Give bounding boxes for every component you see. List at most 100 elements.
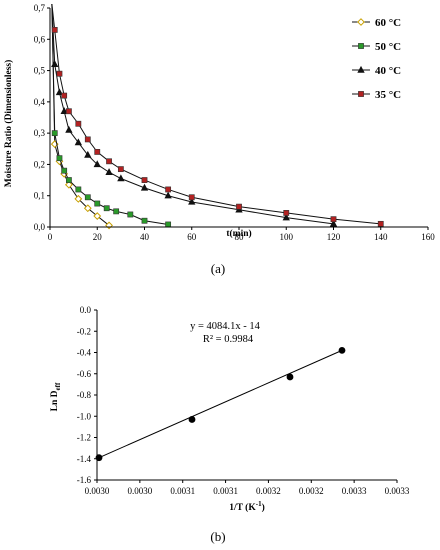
chart-a-caption: (a) [211, 261, 225, 276]
chart-a-y-tick-label: 0,7 [34, 3, 46, 13]
chart-a-y-tick-label: 0,0 [34, 222, 46, 232]
chart-a-point-35c [56, 70, 63, 77]
legend-marker-50c [358, 43, 364, 49]
chart-b-x-tick-label: 0.0033 [385, 486, 410, 496]
legend-label-40c: 40 °C [375, 65, 401, 77]
chart-a-x-tick-label: 100 [280, 232, 294, 242]
chart-a-x-tick-label: 80 [235, 232, 245, 242]
chart-a-point-35c [236, 203, 242, 210]
chart-a-y-label: Moisture Ratio (Dimensionless) [3, 60, 14, 188]
chart-b-x-tick-label: 0.0030 [85, 486, 110, 496]
chart-a-point-50c [75, 186, 82, 193]
chart-a-series-line-50c [51, 3, 169, 225]
chart-a-point-50c [94, 200, 101, 207]
chart-a-point-60c [83, 204, 92, 213]
chart-a-point-50c [66, 177, 72, 183]
chart-b-y-label-sub: eff [54, 382, 62, 390]
chart-b-y-tick-label: -0.2 [77, 326, 91, 336]
chart-b-arrhenius: 0.0030 0.0030 0.0031 0.0031 0.0032 0.0032 0.00… [50, 305, 410, 544]
chart-a-point-35c [94, 149, 101, 155]
chart-b-y-label-main: Ln D [50, 390, 60, 411]
legend-marker-60c [357, 18, 365, 26]
chart-a-x-tick-label: 140 [374, 232, 388, 242]
chart-b-x-label-sup: -1 [256, 500, 262, 508]
chart-b-y-tick-label: -0.4 [77, 348, 92, 358]
legend-label-50c: 50 °C [375, 41, 401, 53]
chart-b-y-tick-label: -1.6 [77, 475, 92, 485]
chart-a-point-40c [93, 160, 101, 168]
chart-a-point-40c [51, 60, 59, 68]
chart-a-x-tick-label: 40 [140, 232, 150, 242]
chart-a-point-35c [75, 120, 82, 127]
chart-a-point-35c [165, 186, 172, 193]
chart-a-point-35c [61, 92, 68, 99]
chart-a-point-40c [329, 219, 338, 227]
chart-a-point-35c [283, 210, 290, 216]
chart-b-equation: y = 4084.1x - 14 [190, 321, 261, 332]
legend-marker-35c [358, 91, 364, 97]
chart-a-point-40c [164, 191, 172, 199]
chart-a-series-line-40c [51, 3, 334, 225]
chart-b-point [286, 373, 294, 381]
chart-a-point-35c [66, 108, 72, 115]
chart-b-y-tick-label: 0.0 [80, 305, 92, 315]
chart-b-x-tick-label: 0.0032 [299, 486, 324, 496]
chart-a-point-40c [105, 168, 113, 175]
chart-a-point-50c [141, 217, 148, 224]
chart-b-x-label-main: 1/T (K [229, 502, 256, 513]
chart-a-point-35c [106, 158, 112, 165]
chart-b-x-tick-label: 0.0031 [170, 486, 195, 496]
chart-a-point-40c [74, 138, 83, 146]
chart-a-x-tick-label: 0 [48, 232, 53, 242]
chart-a-y-tick-label: 0,6 [34, 34, 46, 44]
chart-a-y-tick-label: 0,1 [34, 191, 45, 201]
chart-a-point-35c [117, 166, 124, 173]
chart-a-y-tick-label: 0,3 [34, 128, 46, 138]
chart-b-trendline [98, 349, 343, 459]
chart-b-y-tick-label: -1.2 [77, 433, 91, 443]
chart-a-point-40c [65, 125, 73, 133]
chart-a-point-60c [93, 212, 102, 220]
chart-a-y-tick-label: 0,2 [34, 159, 45, 169]
chart-b-y-tick-label: -0.6 [77, 369, 92, 379]
chart-b-y-tick-label: -0.8 [77, 390, 92, 400]
chart-a-point-50c [127, 211, 134, 218]
chart-a-point-35c [141, 177, 148, 183]
chart-a-point-40c [282, 213, 290, 221]
chart-a-point-50c [51, 130, 58, 137]
chart-a-x-tick-label: 20 [93, 232, 103, 242]
chart-a-point-35c [51, 26, 58, 33]
chart-a-point-50c [84, 194, 91, 201]
chart-a-point-35c [84, 136, 91, 143]
legend-label-60c: 60 °C [375, 17, 401, 29]
chart-a-point-40c [55, 88, 64, 96]
legend-label-35c: 35 °C [375, 89, 401, 101]
chart-b-x-label-end: ) [262, 502, 265, 513]
chart-a-point-60c [64, 180, 73, 189]
chart-a-y-tick-label: 0,5 [34, 66, 46, 76]
chart-a-point-50c [165, 221, 172, 228]
chart-b-point [338, 346, 346, 354]
chart-b-x-tick-label: 0.0032 [256, 486, 281, 496]
chart-a-point-35c [188, 194, 195, 201]
chart-a-x-tick-label: 120 [327, 232, 341, 242]
chart-b-y-tick-label: -1.0 [77, 411, 92, 421]
chart-b-x-label: 1/T (K-1) [229, 500, 265, 513]
chart-a-point-40c [60, 107, 68, 114]
chart-b-point [188, 416, 196, 423]
chart-b-caption: (b) [210, 529, 225, 544]
chart-b-y-label: Ln Deff [50, 382, 62, 411]
chart-a-point-50c [61, 167, 68, 174]
chart-b-point [95, 454, 103, 462]
chart-a-x-tick-label: 160 [421, 232, 435, 242]
chart-b-y-tick-label: -1.4 [77, 454, 92, 464]
chart-a-point-40c [84, 150, 92, 158]
chart-a-y-tick-label: 0,4 [34, 97, 46, 107]
chart-a-point-60c [74, 194, 83, 203]
chart-a-point-40c [140, 183, 149, 191]
chart-a-legend: 60 °C 50 °C 40 °C 35 °C [352, 17, 401, 101]
chart-b-x-tick-label: 0.0031 [213, 486, 238, 496]
legend-marker-40c [357, 65, 365, 73]
chart-a-x-tick-label: 60 [187, 232, 197, 242]
